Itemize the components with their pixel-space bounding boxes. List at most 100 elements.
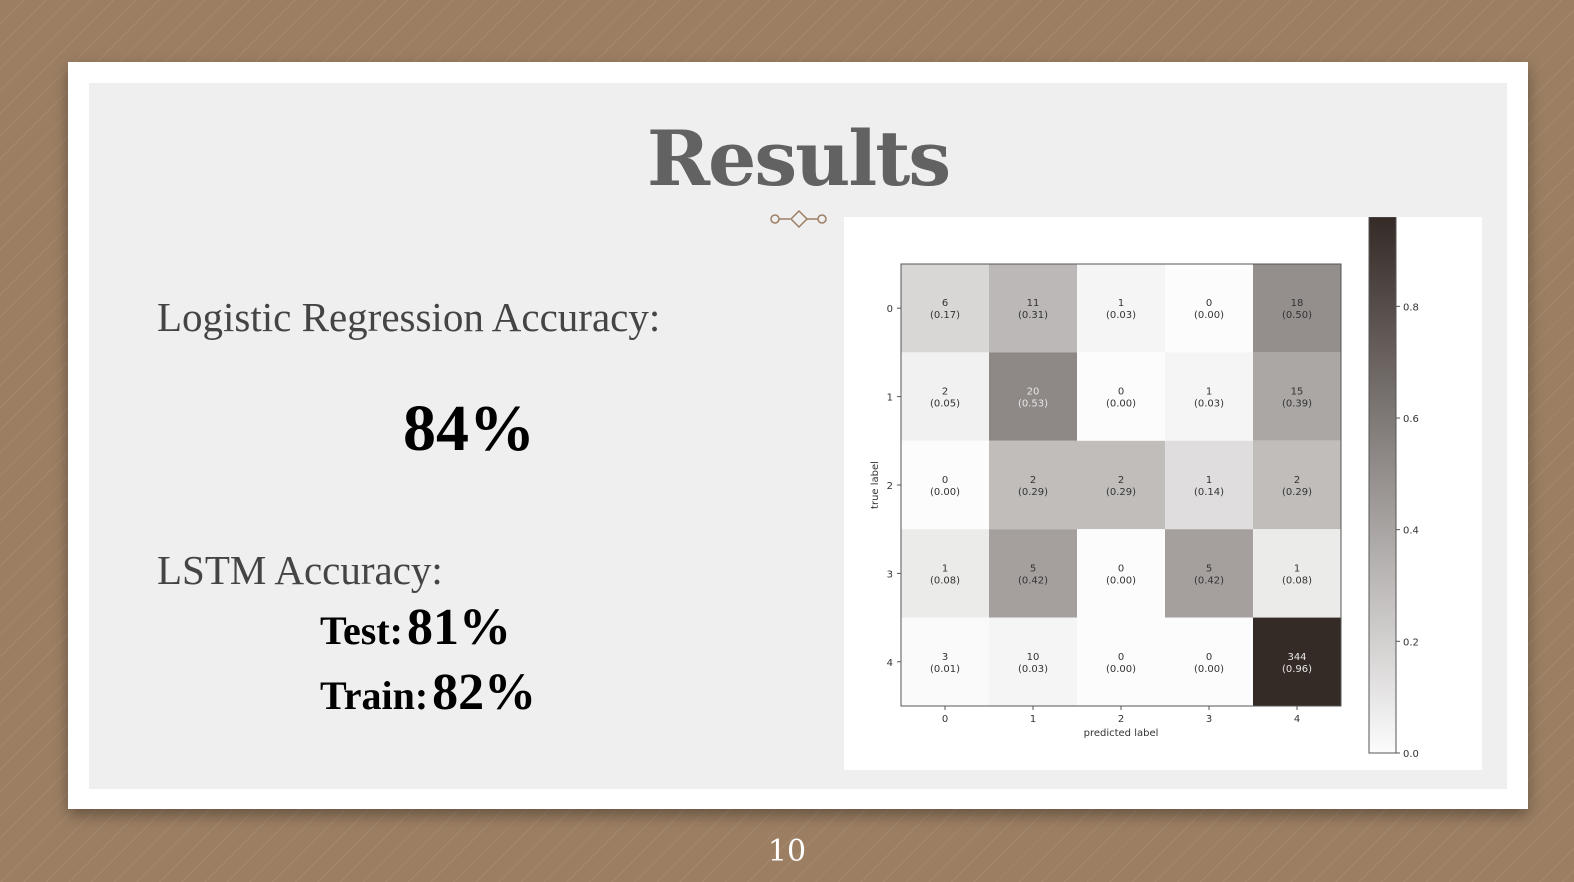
divider-ornament-icon [770, 209, 827, 229]
y-tick-label: 4 [887, 658, 893, 669]
cell-normalized-label: (0.00) [1194, 310, 1224, 321]
cell-normalized-label: (0.39) [1282, 399, 1312, 410]
cell-normalized-label: (0.08) [1282, 575, 1312, 586]
heatmap-cell [989, 440, 1077, 530]
heatmap-cell [1253, 352, 1341, 441]
heatmap-cell [989, 352, 1077, 441]
cell-count-label: 0 [1118, 387, 1124, 398]
y-tick-label: 0 [887, 304, 893, 315]
heatmap-cell [1077, 352, 1165, 441]
cell-normalized-label: (0.29) [1282, 487, 1312, 498]
heatmap-cell [901, 440, 989, 530]
x-tick-label: 0 [942, 714, 948, 725]
cell-count-label: 20 [1027, 387, 1040, 398]
cell-normalized-label: (0.03) [1194, 399, 1224, 410]
cell-normalized-label: (0.29) [1106, 487, 1136, 498]
cell-normalized-label: (0.00) [1106, 664, 1136, 675]
cell-count-label: 1 [1206, 387, 1212, 398]
cell-count-label: 1 [1118, 298, 1124, 309]
cell-count-label: 2 [1294, 475, 1300, 486]
heatmap-cell [1077, 529, 1165, 618]
lstm-train-row: Train: 82% [320, 663, 536, 722]
cell-count-label: 6 [942, 298, 948, 309]
cell-count-label: 18 [1291, 298, 1304, 309]
cell-count-label: 11 [1027, 298, 1040, 309]
y-tick-label: 2 [887, 481, 893, 492]
colorbar [1368, 216, 1397, 754]
heatmap-cell [901, 529, 989, 618]
cell-count-label: 0 [1118, 652, 1124, 663]
colorbar-tick-label: 0.8 [1403, 302, 1419, 313]
y-tick-label: 3 [887, 569, 893, 580]
cell-normalized-label: (0.29) [1018, 487, 1048, 498]
cell-count-label: 0 [1206, 652, 1212, 663]
page-number: 10 [767, 834, 807, 869]
cell-normalized-label: (0.50) [1282, 310, 1312, 321]
cell-normalized-label: (0.31) [1018, 310, 1048, 321]
slide-content: Results Logistic Regression Accuracy: 84… [89, 83, 1507, 789]
cell-count-label: 3 [942, 652, 948, 663]
lstm-train-value: 82% [432, 664, 537, 721]
heatmap-cell [1253, 529, 1341, 618]
cell-normalized-label: (0.08) [930, 575, 960, 586]
cell-count-label: 5 [1030, 563, 1036, 574]
heatmap-cell [1253, 264, 1341, 353]
cell-normalized-label: (0.03) [1018, 664, 1048, 675]
cell-count-label: 2 [1118, 475, 1124, 486]
cell-count-label: 1 [942, 563, 948, 574]
lstm-train-label: Train: [320, 673, 429, 718]
heatmap-cell [901, 352, 989, 441]
slide-frame: Results Logistic Regression Accuracy: 84… [68, 62, 1528, 809]
cell-normalized-label: (0.96) [1282, 664, 1312, 675]
cell-count-label: 1 [1294, 563, 1300, 574]
x-tick-label: 4 [1294, 714, 1300, 725]
lstm-test-row: Test: 81% [320, 598, 511, 657]
heatmap-cell [901, 617, 989, 706]
lstm-test-label: Test: [320, 608, 403, 653]
cell-count-label: 0 [942, 475, 948, 486]
cell-count-label: 2 [1030, 475, 1036, 486]
heatmap-cell [1077, 617, 1165, 706]
cell-normalized-label: (0.42) [1018, 575, 1048, 586]
logistic-regression-value: 84% [403, 392, 535, 465]
cell-normalized-label: (0.03) [1106, 310, 1136, 321]
cell-normalized-label: (0.00) [1106, 399, 1136, 410]
slide-title: Results [646, 114, 951, 203]
cell-normalized-label: (0.53) [1018, 399, 1048, 410]
cell-normalized-label: (0.17) [930, 310, 960, 321]
heatmap-cell [1165, 440, 1253, 530]
lstm-test-value: 81% [406, 599, 511, 656]
cell-normalized-label: (0.00) [930, 487, 960, 498]
lstm-accuracy-label: LSTM Accuracy: [157, 547, 443, 593]
heatmap-cell [1165, 264, 1253, 353]
heatmap-cell [989, 529, 1077, 618]
x-tick-label: 3 [1206, 714, 1212, 725]
heatmap-cell [1165, 529, 1253, 618]
cell-count-label: 0 [1206, 298, 1212, 309]
cell-count-label: 1 [1206, 475, 1212, 486]
confusion-matrix-chart: 6(0.17)11(0.31)1(0.03)0(0.00)18(0.50)2(0… [870, 216, 1419, 760]
cell-count-label: 10 [1027, 652, 1040, 663]
y-axis-label: true label [870, 461, 881, 509]
heatmap-cell [1253, 617, 1341, 706]
heatmap-cell [1165, 617, 1253, 706]
cell-normalized-label: (0.42) [1194, 575, 1224, 586]
heatmap-cell [989, 617, 1077, 706]
cell-count-label: 5 [1206, 563, 1212, 574]
cell-count-label: 15 [1291, 387, 1304, 398]
heatmap-cell [989, 264, 1077, 353]
cell-normalized-label: (0.00) [1106, 575, 1136, 586]
colorbar-tick-label: 0.4 [1403, 526, 1419, 537]
cell-count-label: 2 [942, 387, 948, 398]
confusion-matrix-panel: 6 (0.17) 11 (0.31) 1 (0.03) 0 (0.00) 18 (0.50) 2 (0… [844, 216, 1482, 770]
x-tick-label: 1 [1030, 714, 1036, 725]
y-tick-label: 1 [887, 393, 893, 404]
cell-count-label: 0 [1118, 563, 1124, 574]
cell-count-label: 344 [1287, 652, 1306, 663]
cell-normalized-label: (0.01) [930, 664, 960, 675]
heatmap-cell [1165, 352, 1253, 441]
cell-normalized-label: (0.00) [1194, 664, 1224, 675]
x-axis-label: predicted label [1084, 728, 1159, 739]
cell-normalized-label: (0.05) [930, 399, 960, 410]
colorbar-tick-label: 0.2 [1403, 637, 1419, 648]
